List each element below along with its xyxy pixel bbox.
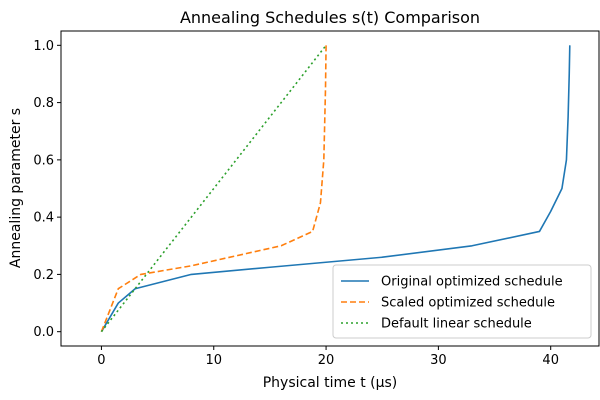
legend-box bbox=[332, 264, 592, 339]
legend-label: Scaled optimized schedule bbox=[381, 296, 555, 311]
legend-label: Default linear schedule bbox=[381, 317, 532, 332]
y-tick-label: 0.0 bbox=[33, 325, 54, 340]
y-tick-label: 0.4 bbox=[33, 211, 54, 226]
x-tick-label: 30 bbox=[430, 353, 447, 368]
y-tick-label: 0.2 bbox=[33, 268, 54, 283]
x-axis-label: Physical time t (µs) bbox=[263, 375, 398, 391]
series-line bbox=[100, 45, 571, 333]
chart-title: Annealing Schedules s(t) Comparison bbox=[180, 8, 480, 27]
legend-label: Original optimized schedule bbox=[381, 275, 563, 290]
y-tick-label: 0.6 bbox=[33, 153, 54, 168]
y-tick-label: 0.8 bbox=[33, 96, 54, 111]
x-tick-label: 10 bbox=[205, 353, 222, 368]
x-tick-label: 0 bbox=[97, 353, 105, 368]
series-line bbox=[100, 45, 327, 332]
series-line bbox=[100, 44, 327, 333]
legend: Original optimized schedule Scaled optimi… bbox=[332, 264, 592, 339]
x-tick-label: 40 bbox=[542, 353, 559, 368]
y-axis-label: Annealing parameter s bbox=[8, 108, 24, 268]
plot-frame bbox=[60, 30, 600, 347]
y-tick-label: 1.0 bbox=[33, 39, 54, 54]
plot-area: 0 10 20 30 40 0.0 0.2 0.4 0.6 0.8 1.0 bbox=[33, 30, 600, 368]
x-tick-label: 20 bbox=[318, 353, 335, 368]
